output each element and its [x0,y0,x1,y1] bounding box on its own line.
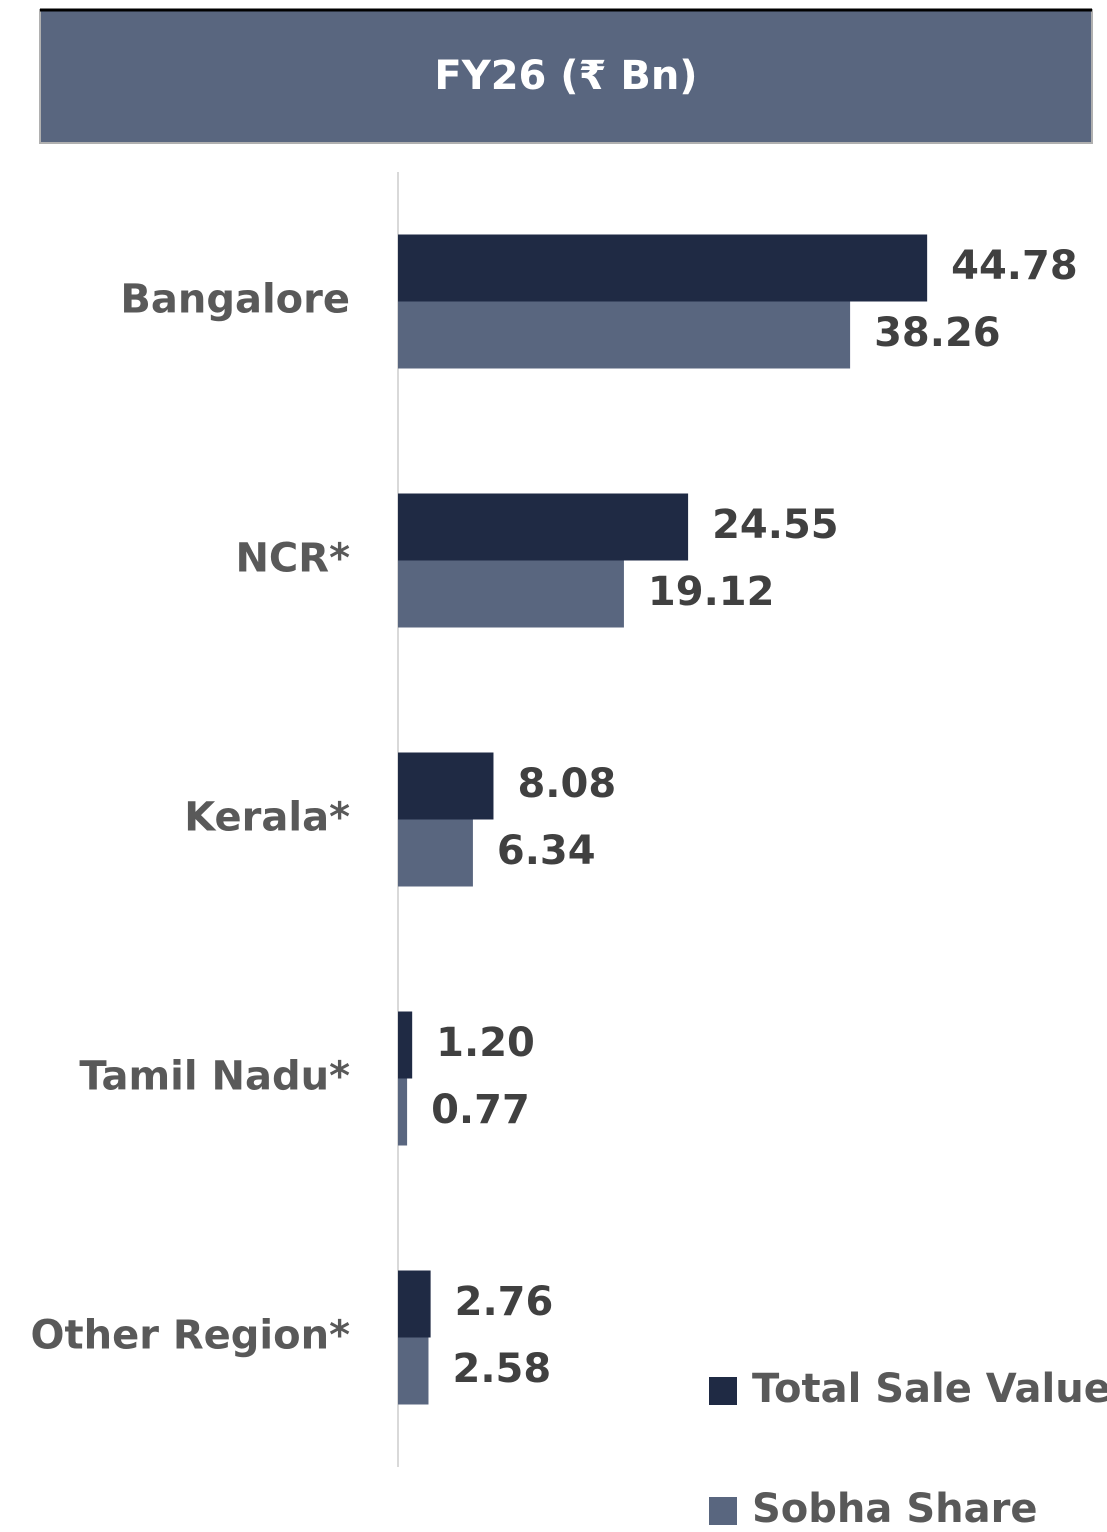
title-box [39,9,1093,144]
value-label: 8.08 [517,761,616,807]
legend-label: Sobha Share [752,1486,1037,1532]
category-label: Other Region* [30,1313,350,1359]
category-label: NCR* [235,536,350,582]
bar [398,752,494,820]
bar [398,1011,413,1079]
bar [398,493,689,561]
category-label: Bangalore [120,277,350,323]
value-label: 24.55 [712,502,839,548]
value-label: 2.76 [455,1279,554,1325]
chart-title: FY26 (₹ Bn) [434,53,697,99]
category-label: Tamil Nadu* [79,1054,350,1100]
bar [398,1337,429,1405]
bar [398,560,624,628]
category-label: Kerala* [184,795,350,841]
value-label: 19.12 [648,569,775,615]
legend-label: Total Sale Value [752,1366,1107,1412]
bar [398,234,928,302]
bar [398,1078,408,1146]
bar [398,301,851,369]
value-label: 44.78 [951,243,1078,289]
value-label: 1.20 [436,1020,535,1066]
bar [398,1270,431,1338]
value-label: 0.77 [431,1087,530,1133]
value-label: 2.58 [452,1346,551,1392]
value-label: 38.26 [874,310,1001,356]
bar [398,819,473,887]
value-label: 6.34 [497,828,596,874]
legend-swatch [709,1377,737,1405]
legend-swatch [709,1497,737,1525]
